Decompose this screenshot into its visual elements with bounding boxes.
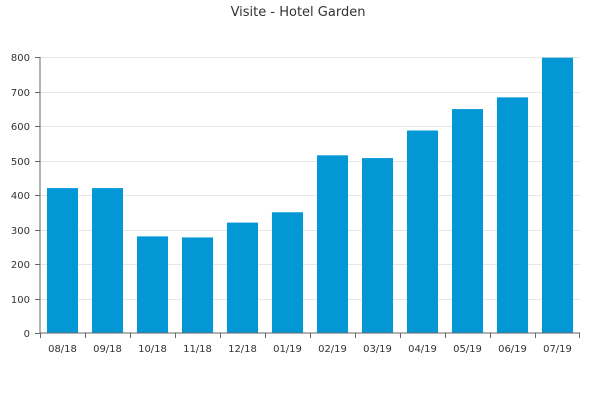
y-tick-label: 0 <box>24 329 30 340</box>
gridlines <box>40 57 580 300</box>
bar-01-19 <box>271 212 304 333</box>
y-tick-label: 100 <box>11 295 30 306</box>
y-tick-label: 800 <box>11 53 30 64</box>
x-tick-label: 12/18 <box>228 344 257 355</box>
bar-10-18 <box>136 236 169 333</box>
bar-03-19 <box>361 158 394 333</box>
y-axis-ticks: 0 100 200 300 400 500 600 700 800 <box>11 53 40 340</box>
bar-04-19 <box>406 130 439 333</box>
x-tick-label: 11/18 <box>183 344 212 355</box>
bar-06-19 <box>496 97 529 334</box>
y-tick-label: 600 <box>11 122 30 133</box>
y-tick-label: 700 <box>11 88 30 99</box>
bars <box>46 57 574 334</box>
x-tick-label: 09/18 <box>93 344 122 355</box>
x-tick-label: 06/19 <box>498 344 527 355</box>
x-tick-label: 05/19 <box>453 344 482 355</box>
x-tick-label: 03/19 <box>363 344 392 355</box>
x-axis-ticks: 08/18 09/18 10/18 11/18 12/18 01/19 02/19 03/19… <box>40 333 580 355</box>
x-tick-label: 07/19 <box>543 344 572 355</box>
x-tick-label: 04/19 <box>408 344 437 355</box>
x-tick-label: 01/19 <box>273 344 302 355</box>
x-tick-label: 02/19 <box>318 344 347 355</box>
bar-02-19 <box>316 155 349 333</box>
bar-09-18 <box>91 188 124 333</box>
y-tick-label: 500 <box>11 157 30 168</box>
x-tick-label: 10/18 <box>138 344 167 355</box>
bar-11-18 <box>181 237 214 333</box>
y-tick-label: 200 <box>11 260 30 271</box>
y-tick-label: 400 <box>11 191 30 202</box>
bar-05-19 <box>451 109 484 333</box>
bar-08-18 <box>46 188 79 333</box>
chart-title: Visite - Hotel Garden <box>231 5 366 20</box>
bar-12-18 <box>226 222 259 333</box>
y-tick-label: 300 <box>11 226 30 237</box>
x-tick-label: 08/18 <box>48 344 77 355</box>
bar-07-19 <box>541 57 574 333</box>
